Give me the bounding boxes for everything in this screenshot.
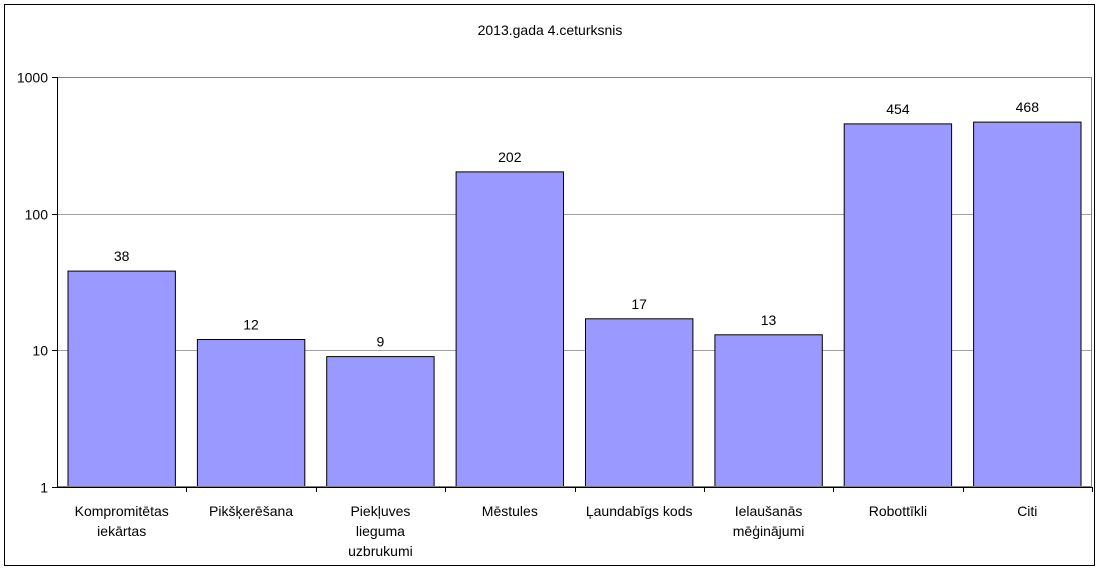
data-label: 468: [1016, 99, 1040, 115]
bar: [585, 318, 694, 488]
axes: 1 10 100 1000 Kompromitētas iekārtas Pikšķerēš…: [17, 70, 1093, 559]
y-tick-label: 100: [25, 207, 49, 223]
data-label: 13: [761, 312, 777, 328]
bars: [67, 121, 1082, 488]
x-tick-label: Ielaušanās: [735, 503, 803, 519]
x-tick-label: Robottīkli: [869, 503, 927, 519]
data-label: 38: [114, 248, 130, 264]
x-tick-label: Ļaundabīgs kods: [586, 503, 693, 519]
x-tick-label: lieguma: [356, 523, 405, 539]
data-label: 454: [886, 101, 910, 117]
x-tick-label: iekārtas: [97, 523, 146, 539]
chart-title: 2013.gada 4.ceturksnis: [478, 22, 623, 38]
y-tick-label: 1: [40, 480, 48, 496]
data-label: 17: [631, 296, 647, 312]
x-tick-label: mēģinājumi: [733, 523, 805, 539]
data-label: 202: [498, 149, 522, 165]
x-tick-label: Pikšķerēšana: [209, 503, 293, 519]
bar: [455, 171, 565, 488]
bar: [67, 270, 176, 488]
x-tick-label: Mēstules: [482, 503, 538, 519]
bar: [326, 356, 435, 488]
bar: [843, 123, 953, 488]
x-tick-label: Kompromitētas: [75, 503, 169, 519]
data-labels: 38 12 9 202 17 13 454 468: [114, 99, 1039, 350]
x-tick-label: uzbrukumi: [348, 543, 413, 559]
bar: [714, 334, 823, 488]
x-tick-label: Citi: [1017, 503, 1037, 519]
data-label: 9: [377, 334, 385, 350]
data-label: 12: [243, 317, 259, 333]
bar: [973, 121, 1082, 488]
bar: [196, 339, 306, 488]
y-tick-label: 10: [32, 343, 48, 359]
y-tick-label: 1000: [17, 70, 48, 86]
x-tick-label: Piekļuves: [350, 503, 410, 519]
